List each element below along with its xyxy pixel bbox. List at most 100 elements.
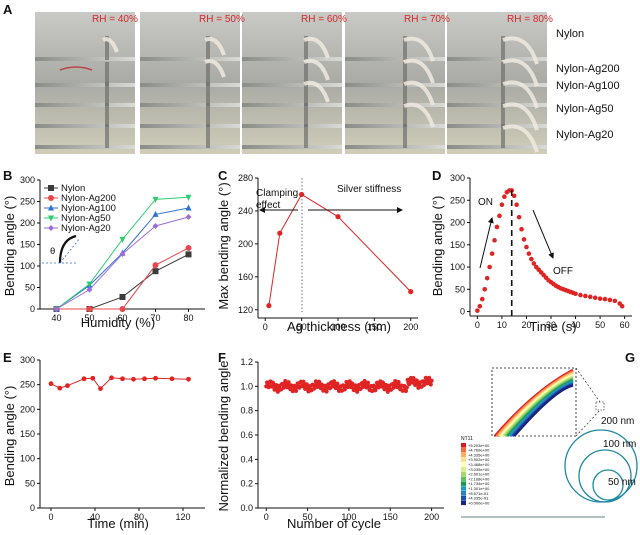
y-tick-label: 100 bbox=[20, 261, 35, 271]
data-point bbox=[514, 202, 519, 208]
legend-title: NT11 bbox=[461, 436, 473, 442]
data-point bbox=[119, 236, 126, 243]
x-tick-label: 50 bbox=[297, 322, 307, 332]
data-point bbox=[519, 226, 524, 232]
rh-label: RH = 40% bbox=[92, 14, 138, 25]
legend-label-ag200: Nylon-Ag200 bbox=[61, 193, 116, 204]
data-point bbox=[185, 194, 192, 201]
sample-label: Nylon bbox=[556, 28, 584, 40]
y-tick-label: 0 bbox=[30, 503, 35, 513]
data-point bbox=[365, 380, 371, 385]
data-point bbox=[98, 386, 103, 392]
series-line bbox=[268, 193, 412, 306]
legend-swatch-marker bbox=[48, 185, 54, 191]
x-tick-label: 150 bbox=[367, 322, 382, 332]
x-tick-label: 60 bbox=[620, 320, 630, 330]
x-tick-label: 80 bbox=[183, 313, 193, 323]
x-tick-label: 10 bbox=[497, 320, 507, 330]
data-point bbox=[404, 385, 409, 390]
y-tick-label: 150 bbox=[20, 240, 35, 250]
humidity-photo bbox=[242, 12, 342, 154]
panel-f-y-axis-label: Normalized bending angle bbox=[216, 360, 231, 511]
data-point bbox=[484, 275, 490, 281]
y-tick-label: 150 bbox=[450, 240, 465, 250]
panel-c-x-axis-label: Ag thickness (nm) bbox=[287, 319, 391, 334]
data-point bbox=[573, 291, 578, 297]
x-tick-label: 100 bbox=[341, 512, 356, 522]
data-point bbox=[529, 256, 534, 262]
data-point bbox=[355, 389, 360, 394]
y-tick-label: 0.0 bbox=[240, 503, 253, 513]
y-tick-label: 50 bbox=[25, 283, 35, 293]
sample-label: Nylon-Ag200 bbox=[556, 63, 620, 75]
data-point bbox=[152, 196, 159, 203]
y-tick-label: 0.4 bbox=[240, 454, 253, 464]
y-tick-label: 240 bbox=[238, 206, 253, 216]
y-tick-label: 0.2 bbox=[240, 479, 253, 489]
legend-swatch bbox=[461, 486, 466, 491]
panel-f-letter: F bbox=[218, 350, 226, 365]
data-point bbox=[597, 296, 603, 301]
zoom-inset bbox=[491, 367, 605, 437]
data-point bbox=[428, 382, 433, 387]
x-tick-label: 0 bbox=[264, 512, 269, 522]
y-tick-label: 200 bbox=[20, 404, 35, 414]
panel-d-chart: D 0 10 20 30 40 50 60 0 50 100 150 200 250 300 ON OFF… bbox=[430, 168, 632, 334]
data-point bbox=[502, 194, 507, 199]
panel-a: A RH = 40% RH = 50% RH = 60% RH = 70% RH… bbox=[3, 2, 620, 154]
legend-swatch bbox=[461, 500, 466, 506]
panel-g-letter: G bbox=[625, 350, 635, 365]
panel-e-y-axis-label: Bending angle (°) bbox=[2, 386, 17, 487]
legend-swatch bbox=[461, 443, 466, 448]
panel-e-x-axis-label: Time (min) bbox=[87, 516, 149, 531]
y-tick-label: 160 bbox=[238, 272, 253, 282]
y-tick-label: 250 bbox=[20, 197, 35, 207]
data-point bbox=[81, 376, 87, 382]
x-tick-label: 50 bbox=[595, 320, 605, 330]
data-point bbox=[592, 295, 598, 301]
series-line bbox=[56, 253, 189, 310]
data-point bbox=[185, 244, 192, 251]
y-tick-label: 280 bbox=[238, 173, 253, 183]
data-point bbox=[266, 303, 272, 309]
rh-labels: RH = 40% RH = 50% RH = 60% RH = 70% RH =… bbox=[92, 14, 553, 25]
rh-label: RH = 50% bbox=[199, 14, 245, 25]
data-point bbox=[429, 378, 434, 383]
label-100nm: 100 nm bbox=[603, 439, 636, 450]
sample-labels: Nylon Nylon-Ag200 Nylon-Ag100 Nylon-Ag50… bbox=[556, 28, 620, 141]
data-point bbox=[86, 281, 93, 288]
y-tick-label: 1.0 bbox=[240, 381, 253, 391]
data-point bbox=[299, 191, 305, 198]
legend-value: +2.168e+00 bbox=[468, 476, 490, 481]
legend-swatch bbox=[461, 491, 466, 496]
data-point bbox=[186, 376, 191, 382]
data-point bbox=[119, 306, 126, 312]
data-point bbox=[293, 388, 299, 394]
stress-band bbox=[513, 384, 574, 437]
y-tick-label: 200 bbox=[238, 239, 253, 249]
data-point bbox=[492, 238, 497, 243]
panel-c-y-axis-label: Max bending angle (°) bbox=[216, 182, 231, 309]
data-point bbox=[152, 210, 159, 217]
data-point bbox=[53, 306, 60, 312]
data-point bbox=[277, 230, 283, 236]
data-point bbox=[414, 378, 419, 383]
legend-swatch-marker bbox=[48, 195, 54, 201]
x-tick-label: 0 bbox=[48, 512, 53, 522]
data-point bbox=[169, 376, 175, 382]
data-point bbox=[427, 375, 432, 380]
data-point bbox=[153, 375, 158, 381]
legend-value: +5.203e+00 bbox=[468, 443, 490, 448]
legend-swatch bbox=[461, 462, 466, 467]
panel-c-chart: C 0 50 100 150 200 120 160 200 240 280 Clamping e… bbox=[216, 168, 418, 334]
on-annotation: ON bbox=[478, 197, 493, 208]
data-point bbox=[286, 380, 291, 385]
data-point bbox=[131, 376, 136, 382]
legend-swatch bbox=[461, 471, 466, 477]
x-tick-label: 20 bbox=[521, 320, 531, 330]
data-point bbox=[578, 292, 583, 298]
data-point bbox=[152, 223, 159, 230]
y-tick-label: 120 bbox=[238, 305, 253, 315]
y-tick-label: 0.8 bbox=[240, 406, 253, 416]
legend-swatch bbox=[461, 452, 466, 458]
